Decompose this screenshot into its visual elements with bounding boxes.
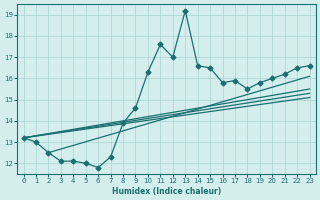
X-axis label: Humidex (Indice chaleur): Humidex (Indice chaleur) bbox=[112, 187, 221, 196]
